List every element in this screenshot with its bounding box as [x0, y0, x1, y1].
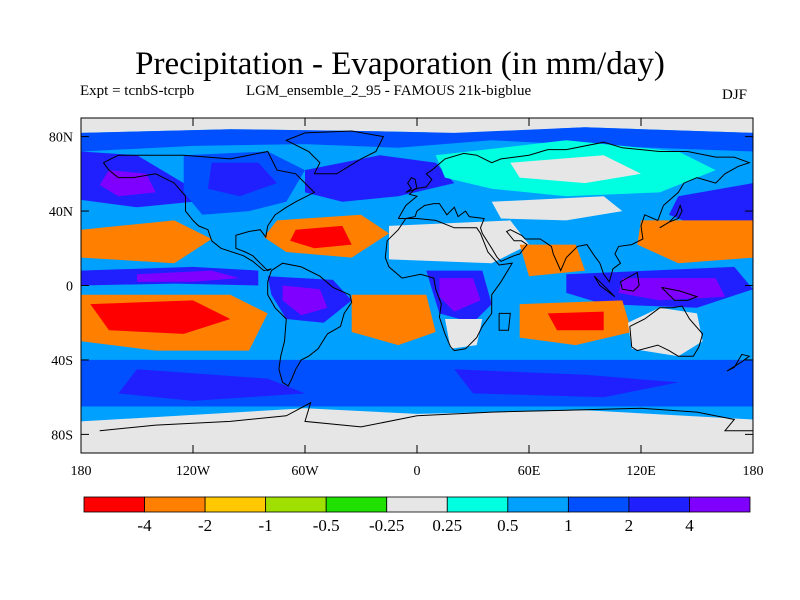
- colorbar-swatch: [144, 496, 206, 513]
- x-tick-label: 180: [743, 464, 764, 479]
- field-region-congo-core: [439, 278, 481, 312]
- colorbar-swatch: [446, 496, 509, 513]
- coastline-12: [498, 312, 511, 331]
- colorbar: -4 -2 -1 -0.5 -0.25 0.25 0.5 1 2 4: [83, 496, 751, 535]
- colorbar-swatch: [386, 496, 448, 513]
- field-region-australia: [627, 307, 703, 357]
- x-tick-label: 60E: [518, 464, 541, 479]
- model-label: LGM_ensemble_2_95 - FAMOUS 21k-bigblue: [246, 83, 532, 99]
- field-region-itcz-pacific-core: [137, 270, 240, 282]
- field-region-s-africa-dry: [445, 319, 483, 349]
- colorbar-swatch: [265, 496, 327, 513]
- colorbar-label: -4: [137, 516, 152, 535]
- field-region-north-band: [81, 127, 753, 152]
- colorbar-label: -0.25: [369, 516, 404, 535]
- field-region-subtrop-w-pacific: [637, 220, 753, 264]
- coastline-7: [405, 176, 418, 193]
- colorbar-label: 0.25: [432, 516, 462, 535]
- coastline-3: [384, 218, 514, 352]
- field-region-southern-ocean-wet: [118, 369, 305, 401]
- colorbar-swatch: [83, 496, 145, 513]
- field-region-antarctic-margin: [81, 406, 753, 422]
- field-region-n-pacific-west-wet: [669, 183, 753, 226]
- field-region-siberia-dry: [510, 155, 641, 184]
- colorbar-swatch: [628, 496, 690, 513]
- colorbar-label: -0.5: [313, 516, 340, 535]
- coastline-9: [593, 275, 616, 298]
- field-region-n-america-inner: [207, 162, 277, 197]
- field-region-antarctica: [81, 406, 753, 453]
- colorbar-swatch: [507, 496, 569, 513]
- colorbar-label: -1: [259, 516, 273, 535]
- chart-title: Precipitation - Evaporation (in mm/day): [135, 46, 665, 82]
- field-region-n-atlantic-wet: [305, 155, 455, 202]
- y-tick-label: 40N: [49, 205, 73, 220]
- coastline-0: [103, 150, 316, 272]
- coastline-6: [99, 401, 753, 432]
- y-tick-label: 80S: [51, 428, 73, 443]
- y-tick-label: 80N: [49, 131, 73, 146]
- colorbar-label: 0.5: [497, 516, 518, 535]
- y-tick-label: 40S: [51, 354, 73, 369]
- coastline-5: [285, 130, 385, 175]
- coastlines: [99, 130, 753, 432]
- colorbar-swatch: [689, 496, 751, 513]
- field-region-indian-north-dry: [519, 244, 585, 277]
- x-tick-label: 180: [71, 464, 92, 479]
- coastline-8: [659, 204, 683, 229]
- field-region-amazon-core: [282, 285, 328, 316]
- coastline-13: [726, 353, 751, 372]
- coastline-2: [397, 141, 751, 283]
- colorbar-label: 4: [685, 516, 694, 535]
- x-tick-label: 0: [414, 464, 421, 479]
- x-tick-label: 120E: [626, 464, 656, 479]
- x-tick-label: 120W: [176, 464, 211, 479]
- field-region-s-atlantic-dry: [351, 294, 436, 346]
- field-region-subtrop-n-atl-core: [290, 225, 352, 249]
- map-field: [81, 118, 753, 453]
- experiment-label: Expt = tcnbS-tcrpb: [80, 83, 195, 99]
- colorbar-swatch: [204, 496, 267, 513]
- field-region-so-indian-wet: [454, 369, 679, 398]
- field-region-asia-high-dry: [491, 196, 623, 221]
- colorbar-swatch: [567, 496, 630, 513]
- field-region-s-pacific-dry-core: [90, 300, 231, 334]
- field-region-s-indian-core: [547, 311, 604, 331]
- coastline-4: [629, 305, 704, 357]
- y-tick-label: 0: [66, 280, 73, 295]
- season-label: DJF: [722, 87, 748, 103]
- field-region-subtrop-n-pacific: [81, 220, 212, 264]
- colorbar-swatch: [325, 496, 388, 513]
- coastline-1: [267, 262, 353, 387]
- colorbar-label: 2: [625, 516, 634, 535]
- x-tick-label: 60W: [291, 464, 319, 479]
- coastline-11: [661, 286, 699, 301]
- coastline-10: [620, 271, 640, 292]
- colorbar-label: 1: [564, 516, 573, 535]
- axis-ticks: 180 120W 60W 0 60E 120E 180 80N 40N 0 40S 80S: [49, 118, 764, 479]
- colorbar-label: -2: [198, 516, 212, 535]
